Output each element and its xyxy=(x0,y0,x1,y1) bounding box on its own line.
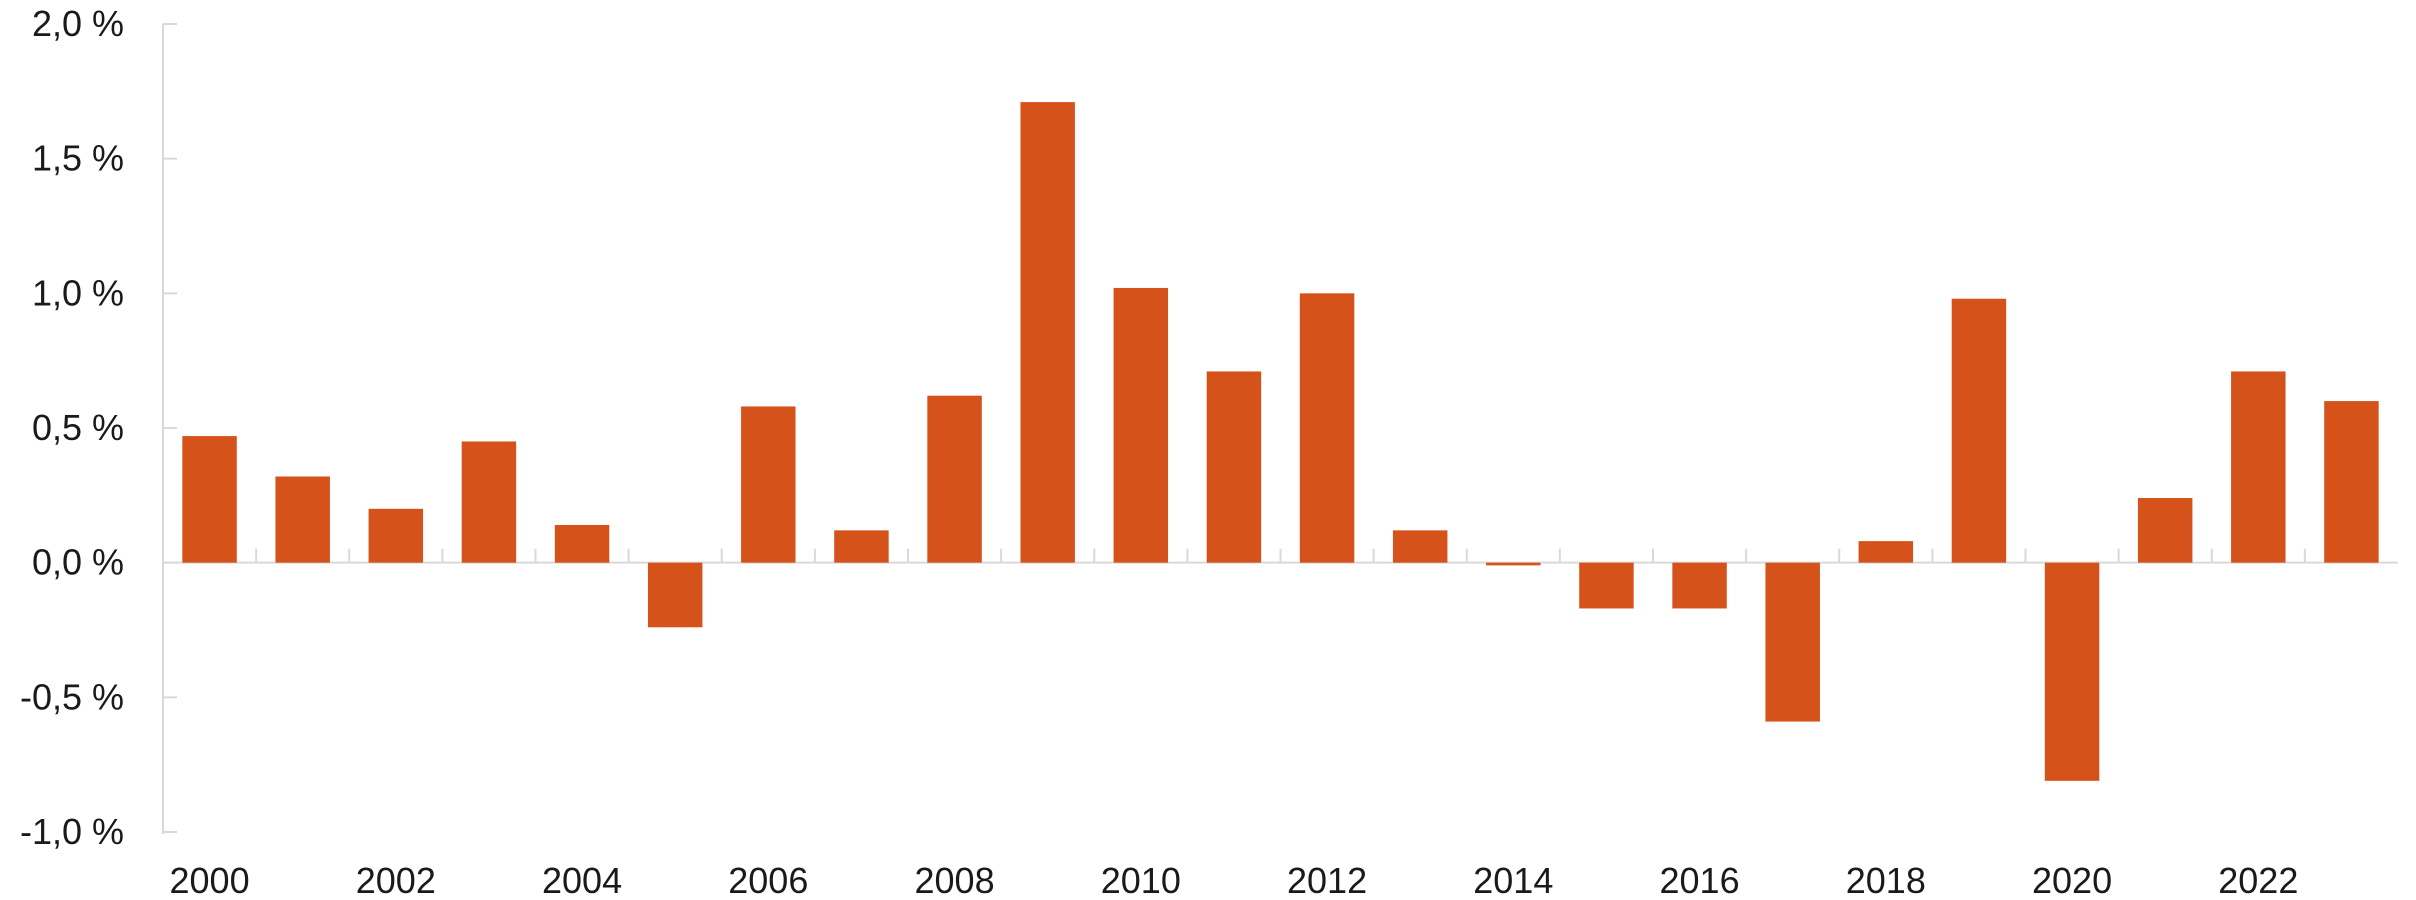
bar-2013 xyxy=(1392,530,1448,563)
bar-2002 xyxy=(368,508,424,563)
bar-2019 xyxy=(1951,298,2007,563)
y-tick-label: -1,0 % xyxy=(20,811,124,852)
bar-2022 xyxy=(2231,371,2286,563)
bar-2004 xyxy=(554,524,610,563)
bar-2016 xyxy=(1672,562,1727,609)
bar-2023 xyxy=(2324,401,2379,563)
x-tick-label: 2010 xyxy=(1101,860,1181,900)
bar-2005 xyxy=(647,562,703,628)
x-axis: 2000 2002 2004 2006 2008 2010 2012 2014 2016 2018… xyxy=(163,548,2398,900)
x-tick-label: 2014 xyxy=(1473,860,1553,900)
x-tick-label: 2022 xyxy=(2218,860,2298,900)
x-tick-label: 2004 xyxy=(542,860,622,900)
x-tick-label: 2000 xyxy=(170,860,250,900)
bar-2021 xyxy=(2137,498,2193,563)
y-tick-label: 0,0 % xyxy=(32,542,124,583)
x-tick-label: 2002 xyxy=(356,860,436,900)
y-tick-label: -0,5 % xyxy=(20,676,124,717)
bar-series xyxy=(182,102,2379,781)
y-tick-label: 1,5 % xyxy=(32,138,124,179)
x-tick-label: 2018 xyxy=(1846,860,1926,900)
bar-2014 xyxy=(1486,562,1541,566)
x-tick-label: 2012 xyxy=(1287,860,1367,900)
y-axis: 2,0 % 1,5 % 1,0 % 0,5 % 0,0 % -0,5 % -1,0 % xyxy=(20,3,177,852)
bar-2009 xyxy=(1020,102,1075,563)
bar-2007 xyxy=(834,530,889,563)
bar-2003 xyxy=(461,441,517,563)
bar-2020 xyxy=(2044,562,2100,781)
x-tick-label: 2008 xyxy=(915,860,995,900)
bar-2015 xyxy=(1579,562,1634,609)
bar-2011 xyxy=(1206,371,1262,563)
x-tick-label: 2006 xyxy=(728,860,808,900)
bar-2017 xyxy=(1765,562,1820,722)
y-tick-label: 0,5 % xyxy=(32,407,124,448)
bar-2018 xyxy=(1858,541,1914,563)
bar-2008 xyxy=(927,395,982,563)
bar-2000 xyxy=(182,436,237,563)
y-tick-label: 2,0 % xyxy=(32,3,124,44)
y-tick-label: 1,0 % xyxy=(32,272,124,313)
bar-2012 xyxy=(1299,293,1355,563)
x-tick-label: 2016 xyxy=(1660,860,1740,900)
bar-2010 xyxy=(1113,287,1169,563)
bar-2001 xyxy=(275,476,330,563)
bar-2006 xyxy=(741,406,796,563)
x-tick-label: 2020 xyxy=(2032,860,2112,900)
